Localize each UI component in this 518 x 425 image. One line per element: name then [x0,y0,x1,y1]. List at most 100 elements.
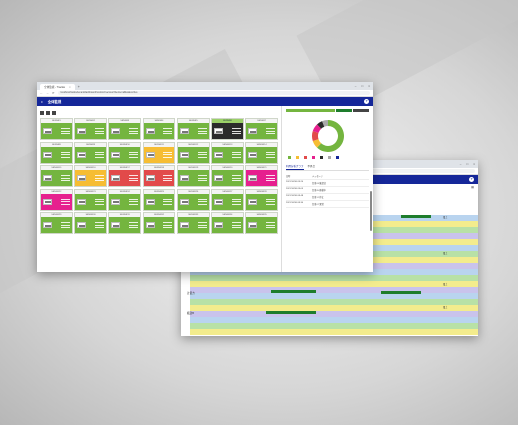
device-tile[interactable]: SENSR1 [40,118,73,140]
device-tile[interactable]: SENSR10 [108,141,142,164]
minimize-icon[interactable]: – [459,162,462,166]
device-tile[interactable]: SENSR3 [108,118,142,140]
maximize-icon[interactable]: □ [361,84,364,88]
device-status-lines [231,222,241,228]
device-status-lines [94,151,104,158]
device-tile[interactable]: SENSR34 [211,212,244,234]
reload-icon[interactable]: ⟳ [52,91,55,95]
table-header: 日時 メッセージ [286,173,369,181]
device-tile[interactable]: SENSR21 [245,165,278,187]
device-status-lines [231,151,241,158]
device-status-lines [231,128,241,134]
timeline-block[interactable] [401,215,431,218]
minimize-icon[interactable]: – [354,84,357,88]
url-input[interactable]: localhost/trackie/tenant/dashboard/monit… [57,90,370,96]
device-tile[interactable]: SENSR30 [74,212,107,234]
close-window-icon[interactable]: × [473,162,475,166]
device-tile[interactable]: SENSR20 [211,165,244,187]
tab-issues[interactable]: 不具合 [307,165,316,169]
device-status-lines [129,198,139,205]
device-tile[interactable]: SENSR28 [245,188,278,211]
device-tile[interactable]: SENSR23 [74,188,107,211]
device-image-icon [248,175,258,181]
timeline-row [190,287,478,293]
device-tile[interactable]: SENSR27 [211,188,244,211]
device-tile[interactable]: SENSR4 [142,118,176,140]
device-tile[interactable]: SENSR32 [142,212,176,234]
legend-swatch [320,156,323,159]
question-icon[interactable]: ? [469,177,474,182]
table-row[interactable]: 2021/10/30 09:05 台車05 移動中 [286,187,369,195]
device-tile[interactable]: SENSR6 [211,118,244,140]
device-tile[interactable]: SENSR31 [108,212,142,234]
donut-legend [286,156,369,159]
device-tile[interactable]: SENSR5 [176,118,210,140]
device-tile[interactable]: SENSR35 [245,212,278,234]
list-view-icon[interactable] [46,110,50,115]
device-status-lines [163,222,173,228]
device-tile[interactable]: SENSR24 [108,188,142,211]
panel-tabs: 利用分析グラフ 不具合 [286,163,369,172]
timeline-row [190,323,478,329]
device-image-icon [248,222,258,228]
close-window-icon[interactable]: × [368,84,370,88]
donut-slice[interactable] [312,139,321,148]
filter-icon[interactable] [52,110,56,115]
device-tile[interactable]: SENSR17 [108,165,142,187]
donut-slice[interactable] [316,120,344,152]
device-tile[interactable]: SENSR13 [211,141,244,164]
grid-view-icon[interactable] [40,110,44,115]
device-tile-body [41,123,72,139]
device-tile[interactable]: SENSR7 [245,118,278,140]
device-tile[interactable]: SENSR9 [74,141,107,164]
device-tile-body [144,170,175,186]
donut-slice[interactable] [312,124,321,133]
device-tile[interactable]: SENSR16 [74,165,107,187]
device-status-lines [163,175,173,181]
device-tile[interactable]: SENSR25 [142,188,176,211]
device-tile-body [178,147,209,163]
device-tile[interactable]: SENSR29 [40,212,73,234]
timeline-block[interactable] [266,311,316,314]
close-tab-icon[interactable]: × [69,85,71,89]
device-status-lines [266,151,275,158]
device-tile[interactable]: SENSR22 [40,188,73,211]
donut-slice[interactable] [316,121,324,129]
donut-slice[interactable] [321,120,328,127]
table-cell: 台車05 移動中 [312,190,326,193]
browser-tab[interactable]: 全体監視 - Trackie × [40,84,75,90]
menu-icon[interactable]: ≡ [41,99,43,104]
device-tile-id: SENSR9 [75,142,106,147]
calendar-icon[interactable]: ▦ [471,185,474,189]
device-tile[interactable]: SENSR18 [142,165,176,187]
tab-usage-graph[interactable]: 利用分析グラフ [286,165,304,171]
device-tile[interactable]: SENSR26 [176,188,210,211]
forward-icon[interactable]: → [46,91,49,95]
device-image-icon [43,198,52,205]
device-tile[interactable]: SENSR15 [40,165,73,187]
device-image-icon [43,151,52,158]
timeline-block[interactable] [271,290,316,293]
gauge-segment [335,109,352,112]
timeline-block[interactable] [381,291,421,294]
panel-scrollbar[interactable] [370,191,372,231]
device-tile[interactable]: SENSR19 [176,165,210,187]
device-tile[interactable]: SENSR8 [40,141,73,164]
table-row[interactable]: 2021/10/30 08:48 台車12 停止 [286,194,369,202]
table-row[interactable]: 2021/10/30 09:20 台車03 確認済 [286,180,369,188]
donut-slice[interactable] [311,131,318,141]
device-tile[interactable]: SENSR12 [176,141,210,164]
device-image-icon [179,175,189,181]
device-tile[interactable]: SENSR11 [142,141,176,164]
device-tile-id: SENSR6 [212,119,243,123]
device-tile[interactable]: SENSR2 [74,118,107,140]
back-icon[interactable]: ← [40,91,43,95]
new-tab-icon[interactable]: + [77,83,80,89]
maximize-icon[interactable]: □ [466,162,469,166]
question-icon[interactable]: ? [364,99,369,104]
table-row[interactable]: 2021/10/30 08:30 台車07 異常 [286,201,369,209]
device-tile[interactable]: SENSR14 [245,141,278,164]
device-tile-id: SENSR8 [41,142,72,147]
device-tile[interactable]: SENSR33 [176,212,210,234]
device-tile-body [212,123,243,139]
